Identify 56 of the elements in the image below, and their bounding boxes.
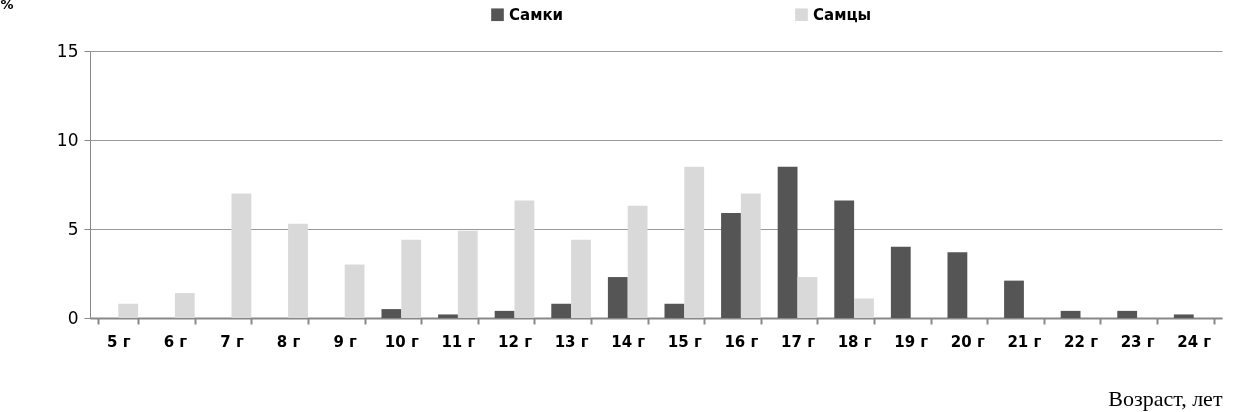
bar — [494, 310, 515, 318]
x-tick-label: 22 г — [1064, 332, 1099, 351]
bar — [740, 193, 761, 318]
y-tick-label: 10 — [56, 129, 79, 150]
x-tick-label: 24 г — [1177, 332, 1212, 351]
x-tick-label: 12 г — [498, 332, 533, 351]
y-tick-label: 15 — [56, 40, 79, 61]
x-tick-label: 11 г — [441, 332, 476, 351]
bar — [231, 193, 252, 318]
bar — [381, 309, 402, 318]
bar — [834, 200, 855, 318]
bar — [607, 277, 628, 318]
x-axis-title: Возраст, лет — [1108, 385, 1223, 411]
bar — [1117, 310, 1138, 318]
x-tick-label: 6 г — [163, 332, 188, 351]
x-tick-label: 18 г — [837, 332, 872, 351]
bar — [438, 314, 458, 318]
x-tick-label: 13 г — [554, 332, 589, 351]
x-tick-label: 16 г — [724, 332, 759, 351]
x-tick-label: 19 г — [894, 332, 929, 351]
x-tick-label: 5 г — [107, 332, 131, 351]
bar — [401, 239, 422, 318]
bar — [664, 303, 685, 318]
x-tick-label: 15 г — [667, 332, 702, 351]
bar — [1060, 310, 1081, 318]
y-tick-label: 0 — [67, 307, 79, 328]
bar — [1004, 280, 1024, 318]
bar — [627, 205, 648, 318]
bar — [890, 246, 911, 318]
bar — [457, 230, 478, 318]
bar — [947, 252, 968, 318]
x-tick-label: 10 г — [384, 332, 419, 351]
x-tick-label: 20 г — [950, 332, 985, 351]
bar — [174, 293, 195, 318]
x-tick-label: 8 г — [276, 332, 301, 351]
x-tick-label: 23 г — [1120, 332, 1155, 351]
x-tick-label: 9 г — [333, 332, 358, 351]
bar — [551, 303, 572, 318]
x-tick-label: 14 г — [611, 332, 646, 351]
bar — [721, 212, 741, 318]
bar — [854, 298, 874, 318]
bar — [797, 277, 818, 318]
bar — [344, 264, 365, 318]
bar — [288, 223, 308, 318]
bar — [514, 200, 535, 318]
x-tick-label: 7 г — [220, 332, 244, 351]
bar — [777, 166, 798, 318]
bar — [118, 303, 139, 318]
legend-label: Самки — [509, 5, 564, 24]
x-tick-label: 21 г — [1007, 332, 1042, 351]
legend-label: Самцы — [813, 5, 872, 24]
y-tick-label: 5 — [67, 218, 79, 239]
x-tick-label: 17 г — [781, 332, 816, 351]
bar — [1173, 314, 1194, 318]
bar — [684, 166, 705, 318]
bar — [571, 239, 591, 318]
